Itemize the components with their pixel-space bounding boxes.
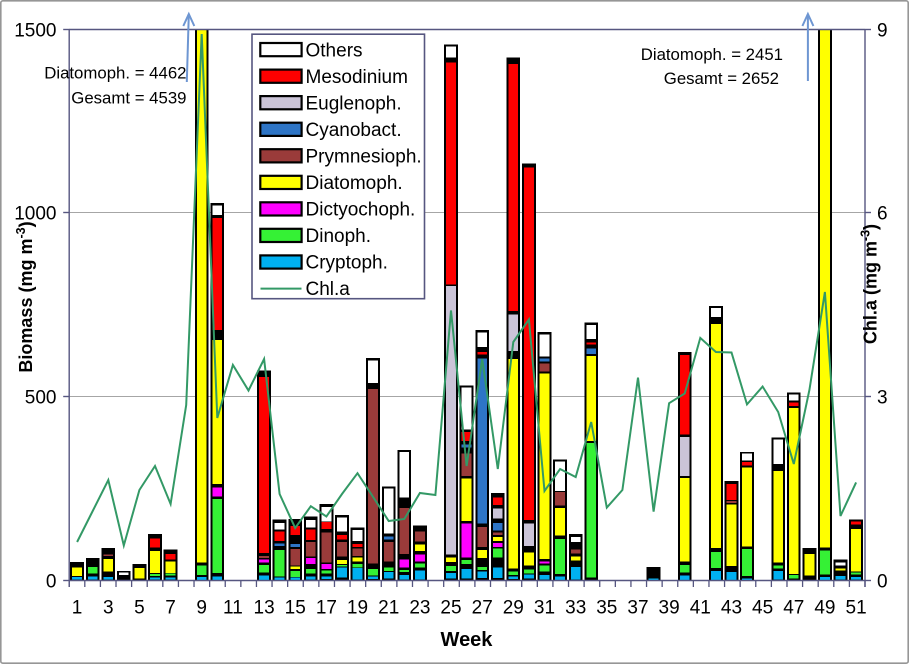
svg-text:37: 37 (627, 598, 648, 619)
svg-text:Cyanobact.: Cyanobact. (306, 120, 402, 141)
svg-text:Week: Week (441, 629, 494, 651)
svg-text:Mesodinium: Mesodinium (306, 67, 408, 88)
svg-text:13: 13 (254, 598, 275, 619)
svg-text:Diatomoph. = 4462: Diatomoph. = 4462 (44, 64, 186, 83)
svg-text:45: 45 (752, 598, 773, 619)
svg-text:43: 43 (721, 598, 742, 619)
svg-text:Cryptoph.: Cryptoph. (306, 253, 388, 274)
svg-text:Biomass (mg m-3): Biomass (mg m-3) (14, 221, 36, 372)
svg-text:7: 7 (165, 598, 176, 619)
svg-text:Chl.a: Chl.a (306, 279, 351, 300)
svg-text:17: 17 (316, 598, 337, 619)
svg-text:19: 19 (347, 598, 368, 619)
svg-text:47: 47 (783, 598, 804, 619)
svg-text:0: 0 (877, 571, 888, 592)
svg-text:Dinoph.: Dinoph. (306, 226, 372, 247)
svg-text:0: 0 (46, 571, 57, 592)
svg-text:Gesamt = 4539: Gesamt = 4539 (71, 89, 186, 108)
svg-text:21: 21 (378, 598, 399, 619)
svg-text:41: 41 (690, 598, 711, 619)
svg-text:Euglenoph.: Euglenoph. (306, 93, 402, 114)
svg-text:Chl.a (mg m-3): Chl.a (mg m-3) (859, 224, 881, 344)
svg-text:1500: 1500 (14, 20, 56, 41)
svg-text:9: 9 (196, 598, 207, 619)
svg-text:27: 27 (472, 598, 493, 619)
svg-text:Gesamt = 2652: Gesamt = 2652 (664, 69, 779, 88)
svg-text:Diatomoph.: Diatomoph. (306, 173, 403, 194)
svg-text:25: 25 (440, 598, 461, 619)
svg-text:9: 9 (877, 20, 888, 41)
svg-text:35: 35 (596, 598, 617, 619)
svg-text:Diatomoph. = 2451: Diatomoph. = 2451 (641, 45, 783, 64)
svg-text:1000: 1000 (14, 203, 56, 224)
svg-text:11: 11 (223, 598, 243, 619)
svg-text:39: 39 (659, 598, 680, 619)
svg-text:49: 49 (814, 598, 835, 619)
svg-text:Others: Others (306, 40, 363, 61)
svg-text:5: 5 (134, 598, 145, 619)
svg-text:500: 500 (25, 387, 57, 408)
svg-text:31: 31 (534, 598, 555, 619)
svg-text:33: 33 (565, 598, 586, 619)
svg-text:51: 51 (846, 598, 867, 619)
svg-text:15: 15 (285, 598, 306, 619)
svg-text:3: 3 (103, 598, 114, 619)
svg-text:29: 29 (503, 598, 524, 619)
svg-text:Prymnesioph.: Prymnesioph. (306, 147, 422, 168)
svg-text:3: 3 (877, 387, 888, 408)
svg-text:23: 23 (409, 598, 430, 619)
svg-text:1: 1 (72, 598, 83, 619)
svg-text:Dictyochoph.: Dictyochoph. (306, 200, 416, 221)
svg-text:6: 6 (877, 203, 888, 224)
